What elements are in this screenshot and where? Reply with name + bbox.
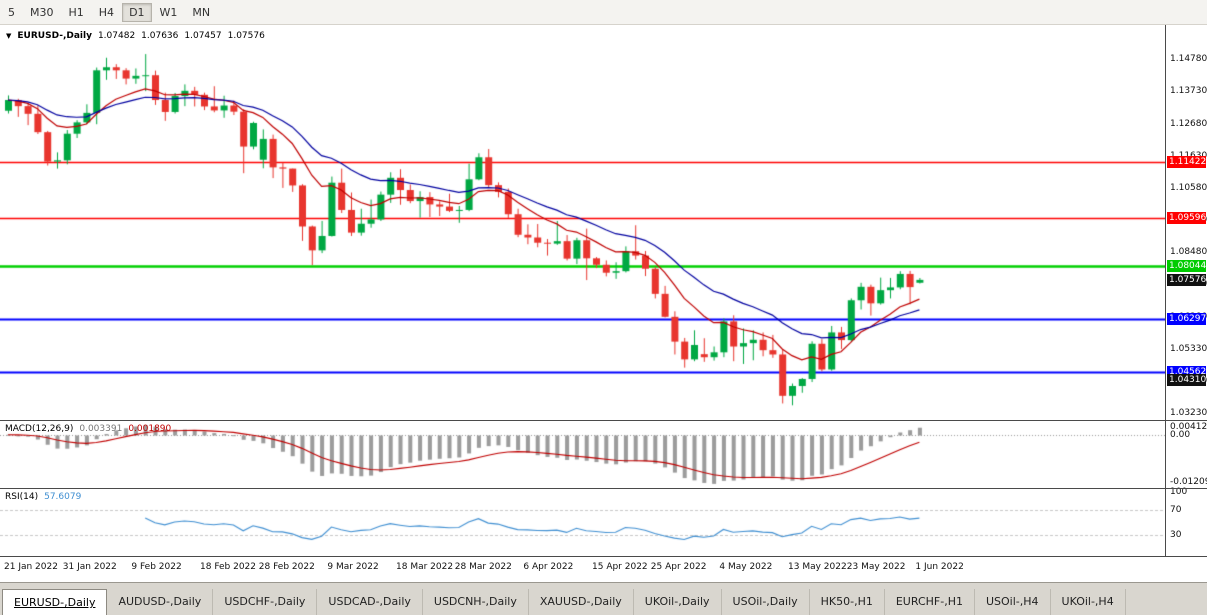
price-axis-tick: 1.12680	[1170, 118, 1207, 129]
price-badge: 1.07576	[1167, 273, 1207, 286]
chart-tab-usoil-daily[interactable]: USOil-,Daily	[722, 589, 810, 615]
macd-label: MACD(12,26,9) 0.003391 0.001890	[5, 424, 171, 434]
panel-separator[interactable]	[0, 488, 1207, 489]
rsi-label: RSI(14) 57.6079	[5, 492, 81, 502]
time-axis-label: 9 Feb 2022	[131, 562, 182, 572]
chart-tab-ukoil-h4[interactable]: UKOil-,H4	[1051, 589, 1126, 615]
price-badge: 1.06297	[1167, 313, 1207, 326]
rsi-panel[interactable]: RSI(14) 57.6079	[0, 489, 1165, 556]
ohlc-close-value: 1.07576	[227, 31, 265, 41]
chart-tab-xauusd-daily[interactable]: XAUUSD-,Daily	[529, 589, 634, 615]
macd-axis-label: 0.004128	[1170, 422, 1207, 432]
macd-axis-label: 0.00	[1170, 429, 1191, 440]
chart-tab-usoil-h4[interactable]: USOil-,H4	[975, 589, 1051, 615]
price-chart-panel[interactable]: ▼ EURUSD-,Daily 1.07482 1.07636 1.07457 …	[0, 25, 1165, 420]
time-axis-label: 15 Apr 2022	[592, 562, 648, 572]
rsi-canvas[interactable]	[0, 489, 1165, 556]
rsi-axis-label: 100	[1170, 487, 1188, 497]
chart-tab-ukoil-daily[interactable]: UKOil-,Daily	[634, 589, 722, 615]
timeframe-w1-button[interactable]: W1	[159, 5, 178, 19]
candlestick-chart-canvas[interactable]	[0, 25, 1165, 420]
chart-tab-eurchf-h1[interactable]: EURCHF-,H1	[885, 589, 975, 615]
price-axis-tick: 1.08480	[1170, 247, 1207, 258]
price-axis-tick: 1.13730	[1170, 86, 1207, 97]
time-axis-label: 9 Mar 2022	[327, 562, 379, 572]
timeframe-m5-button[interactable]: 5	[8, 5, 15, 19]
timeframe-m30-button[interactable]: M30	[30, 5, 54, 19]
timeframe-h1-button[interactable]: H1	[68, 5, 84, 19]
time-axis-label: 4 May 2022	[719, 562, 773, 572]
macd-panel[interactable]: MACD(12,26,9) 0.003391 0.001890	[0, 421, 1165, 488]
macd-canvas[interactable]	[0, 421, 1165, 488]
price-axis-tick: 1.03230	[1170, 407, 1207, 418]
time-axis-label: 23 May 2022	[846, 562, 906, 572]
symbol-dropdown-icon[interactable]: ▼	[6, 31, 12, 40]
price-axis-tick: 1.11630	[1170, 151, 1207, 162]
time-axis-label: 6 Apr 2022	[523, 562, 574, 572]
rsi-name: RSI(14)	[5, 492, 39, 502]
panel-separator[interactable]	[0, 556, 1207, 557]
chart-tab-audusd-daily[interactable]: AUDUSD-,Daily	[107, 589, 214, 615]
timeframe-d1-button[interactable]: D1	[122, 2, 152, 22]
price-badge: 1.04310	[1167, 373, 1207, 386]
macd-name: MACD(12,26,9)	[5, 424, 74, 434]
timeframe-mn-button[interactable]: MN	[192, 5, 211, 19]
price-badge: 1.08044	[1167, 259, 1207, 272]
macd-signal-value: 0.001890	[128, 424, 172, 434]
price-axis-tick: 1.14780	[1170, 54, 1207, 65]
price-axis-tick: 1.05330	[1170, 343, 1207, 354]
time-axis-label: 28 Feb 2022	[258, 562, 315, 572]
time-axis[interactable]: 21 Jan 2022 31 Jan 2022 9 Feb 2022 18 Feb 2…	[0, 557, 1207, 582]
ohlc-open-value: 1.07482	[97, 31, 136, 41]
time-axis-label: 18 Mar 2022	[396, 562, 454, 572]
chart-header: ▼ EURUSD-,Daily 1.07482 1.07636 1.07457 …	[6, 31, 265, 41]
time-axis-label: 21 Jan 2022	[4, 562, 58, 572]
chart-tabs-bar: EURUSD-,Daily AUDUSD-,Daily USDCHF-,Daily U…	[0, 582, 1207, 615]
time-axis-label: 25 Apr 2022	[650, 562, 707, 572]
symbol-timeframe-label: EURUSD-,Daily	[17, 31, 92, 41]
price-axis[interactable]: 1.14780 1.13730 1.12680 1.11630 1.10580 1.095…	[1165, 25, 1207, 557]
ohlc-low-value: 1.07457	[184, 31, 222, 41]
chart-tab-hk50-h1[interactable]: HK50-,H1	[810, 589, 885, 615]
price-badge: 1.09596	[1167, 212, 1207, 225]
time-axis-label: 13 May 2022	[788, 562, 847, 572]
macd-axis-label: -0.01209	[1170, 477, 1207, 487]
time-axis-label: 28 Mar 2022	[454, 562, 512, 572]
chart-tab-eurusd-daily[interactable]: EURUSD-,Daily	[2, 589, 108, 615]
chart-tab-usdchf-daily[interactable]: USDCHF-,Daily	[213, 589, 318, 615]
timeframe-h4-button[interactable]: H4	[98, 5, 115, 19]
ohlc-high-value: 1.07636	[141, 31, 179, 41]
rsi-axis-label: 30	[1170, 530, 1182, 541]
time-axis-label: 31 Jan 2022	[62, 562, 117, 572]
rsi-axis-label: 70	[1170, 504, 1182, 515]
price-badge: 1.11422	[1167, 156, 1207, 169]
price-axis-tick: 1.10580	[1170, 182, 1207, 193]
macd-main-value: 0.003391	[79, 424, 123, 434]
time-axis-label: 1 Jun 2022	[915, 562, 964, 572]
panel-separator[interactable]	[0, 420, 1207, 421]
timeframe-toolbar: 5 M30 H1 H4 D1 W1 MN	[0, 0, 1207, 25]
time-axis-label: 18 Feb 2022	[200, 562, 257, 572]
chart-tab-usdcad-daily[interactable]: USDCAD-,Daily	[317, 589, 423, 615]
rsi-value: 57.6079	[44, 492, 82, 502]
chart-tab-usdcnh-daily[interactable]: USDCNH-,Daily	[423, 589, 529, 615]
